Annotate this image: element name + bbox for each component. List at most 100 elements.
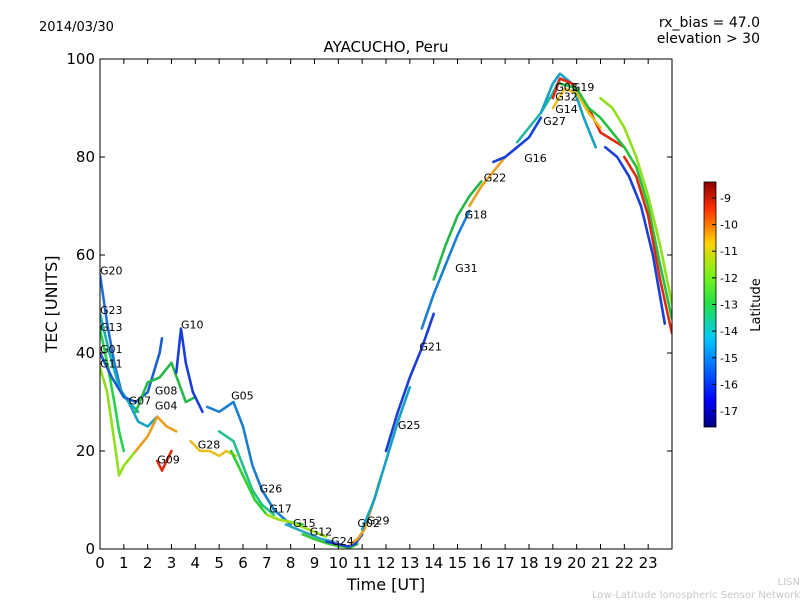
colorbar-tick-label: -17: [720, 405, 738, 418]
satellite-label: G02: [357, 517, 380, 530]
x-tick-label: 1: [119, 554, 129, 572]
series-line-g04: [134, 415, 178, 453]
series-line-g05: [206, 400, 292, 526]
satellite-label: G13: [100, 321, 123, 334]
series-line-g02: [325, 533, 364, 548]
satellite-label: G25: [398, 419, 421, 432]
x-tick-label: 23: [639, 554, 658, 572]
satellite-label: G20: [100, 265, 123, 278]
series-line-g30: [604, 145, 667, 325]
series-line-g25: [360, 386, 412, 531]
satellite-label: G21: [419, 341, 442, 354]
satellite-label: G08: [155, 385, 178, 398]
series-line-g31: [420, 209, 471, 330]
satellite-label: G03: [555, 81, 578, 94]
satellite-label: G12: [310, 525, 333, 538]
satellite-label: G24: [331, 535, 354, 548]
x-tick-label: 5: [214, 554, 224, 572]
colorbar-tick-label: -11: [720, 245, 738, 258]
series-line-g15: [265, 513, 328, 539]
satellite-label: G10: [181, 319, 204, 332]
series-line-g18: [432, 180, 483, 281]
x-tick-label: 0: [95, 554, 105, 572]
series-line-g09: [155, 449, 173, 472]
x-tick-label: 18: [519, 554, 538, 572]
satellite-label: G23: [100, 304, 123, 317]
satellite-label: G31: [455, 262, 478, 275]
series-layer: [100, 72, 672, 549]
satellite-label: G18: [465, 208, 488, 221]
satellite-label: G07: [129, 394, 152, 407]
satellite-label: G14: [555, 103, 578, 116]
series-line-g28: [189, 439, 238, 458]
colorbar-tick-label: -14: [720, 325, 738, 338]
series-line-g27: [515, 77, 562, 144]
satellite-label: G26: [260, 483, 283, 496]
satellite-label: G11: [100, 358, 123, 371]
y-tick-label: 80: [76, 148, 95, 166]
colorbar-tick-label: -13: [720, 299, 738, 312]
date-label: 2014/03/30: [39, 20, 114, 35]
satellite-label: G09: [157, 453, 180, 466]
footer-network: Low-Latitude Ionospheric Sensor Network: [592, 590, 800, 600]
x-tick-label: 19: [543, 554, 562, 572]
x-tick-label: 11: [353, 554, 372, 572]
satellite-label: G22: [484, 172, 507, 185]
series-line-g29: [349, 474, 383, 546]
colorbar-ticks: -9 -10 -11 -12 -13 -14 -15 -16 -17: [712, 192, 738, 418]
series-line-g21: [384, 312, 435, 453]
x-tick-label: 9: [310, 554, 320, 572]
series-line-g14: [551, 87, 602, 129]
x-tick-label: 13: [400, 554, 419, 572]
x-tick-label: 22: [615, 554, 634, 572]
footer-lisn: LISN: [778, 577, 800, 588]
series-line-g12: [284, 523, 335, 543]
y-tick-label: 20: [76, 442, 95, 460]
series-line-g08: [134, 361, 197, 414]
colorbar-label: Latitude: [749, 278, 764, 332]
series-line-g26: [217, 430, 276, 516]
satellite-label: G19: [572, 81, 595, 94]
y-tick-label: 60: [76, 246, 95, 264]
chart-title: AYACUCHO, Peru: [323, 38, 448, 56]
y-axis-label: TEC [UNITS]: [42, 256, 61, 354]
series-line-g33: [623, 155, 672, 335]
series-line-g16: [492, 116, 543, 164]
x-tick-label: 10: [329, 554, 348, 572]
satellite-label: G29: [367, 515, 390, 528]
series-line-g13: [100, 327, 126, 453]
series-line-g24: [301, 533, 359, 549]
x-tick-label: 2: [143, 554, 153, 572]
colorbar-tick-label: -10: [720, 219, 738, 232]
elevation-label: elevation > 30: [657, 31, 760, 47]
y-axis: 0 20 40 60 80 100: [66, 50, 672, 558]
satellite-label: G15: [293, 517, 316, 530]
colorbar-tick-label: -9: [720, 192, 731, 205]
satellite-label: G01: [100, 343, 123, 356]
x-tick-label: 20: [567, 554, 586, 572]
satellite-label: G04: [155, 399, 178, 412]
colorbar-tick-label: -16: [720, 378, 738, 391]
series-line-g06: [599, 96, 672, 306]
satellite-label: G17: [269, 502, 292, 515]
series-line-g19: [558, 82, 672, 320]
x-tick-label: 14: [424, 554, 443, 572]
series-line-g01: [100, 337, 164, 404]
y-tick-label: 100: [66, 50, 95, 68]
x-tick-label: 17: [496, 554, 515, 572]
x-axis: 0 1 2 3 4 5 6 7 8 9 10 11 12 13 14 15 16 17 18 19 20 21 22 23: [95, 59, 658, 572]
x-tick-label: 15: [448, 554, 467, 572]
plot-frame: [99, 58, 673, 550]
x-tick-label: 8: [286, 554, 296, 572]
x-axis-label: Time [UT]: [346, 575, 425, 594]
series-line-g07: [127, 400, 159, 428]
colorbar-tick-label: -12: [720, 272, 738, 285]
x-tick-label: 6: [238, 554, 248, 572]
x-tick-label: 7: [262, 554, 272, 572]
series-line-g11: [100, 366, 138, 477]
satellite-label: G16: [524, 152, 547, 165]
x-tick-label: 12: [376, 554, 395, 572]
satellite-label: G05: [231, 390, 254, 403]
